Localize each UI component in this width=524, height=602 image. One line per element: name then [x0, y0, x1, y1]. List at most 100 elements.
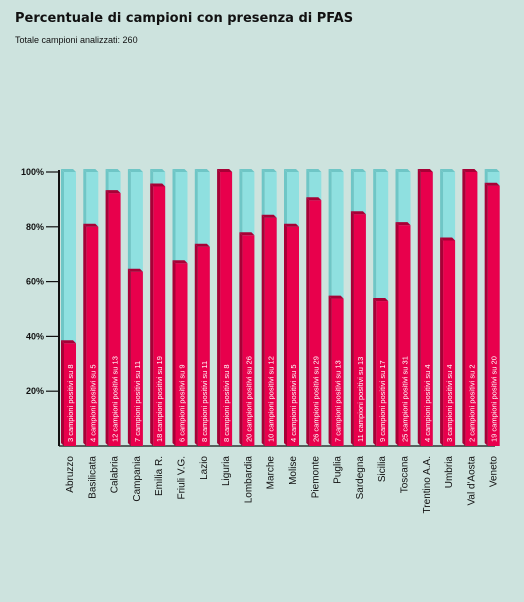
- bar-positive-side: [373, 298, 377, 446]
- bar-positive: [130, 271, 143, 446]
- bar-positive-top: [150, 183, 166, 187]
- category-label: Trentino A.A.: [422, 456, 433, 513]
- bar-data-label: 2 campioni positivi su 2: [467, 364, 476, 442]
- bar-positive: [353, 214, 366, 446]
- bar-positive: [197, 246, 210, 446]
- category-label: Abruzzo: [65, 456, 76, 493]
- bar-group: 4 campioni positivi su 5 Basilicata: [83, 169, 99, 499]
- bar-positive-side: [328, 295, 332, 446]
- bar-group: 3 campioni positivi su 4 Umbria: [440, 169, 456, 489]
- bar-positive-side: [261, 214, 265, 446]
- bar-remainder-top: [261, 169, 277, 172]
- bar-positive-top: [83, 223, 99, 227]
- bar-data-label: 18 campioni positivi su 19: [155, 356, 164, 442]
- bar-group: 7 campioni positivi su 11 Campania: [127, 169, 143, 502]
- bar-positive-top: [105, 190, 121, 194]
- bar-remainder-top: [373, 169, 389, 172]
- category-label: Emilia R.: [154, 456, 165, 496]
- y-tick-label: 40%: [26, 331, 44, 341]
- bar-remainder-top: [61, 169, 76, 172]
- category-label: Umbria: [444, 456, 455, 489]
- bar-positive-side: [306, 197, 310, 446]
- bar-group: 7 campioni positivi su 13 Puglia: [328, 169, 344, 484]
- bar-group: 3 campioni positivi su 8 Abruzzo: [61, 169, 76, 493]
- bar-positive-top: [417, 169, 433, 172]
- bar-positive: [175, 263, 188, 446]
- bar-positive-side: [194, 243, 198, 446]
- bar-positive-side: [105, 190, 109, 446]
- bar-group: 6 campioni positivi su 9 Friuli V.G.: [172, 169, 188, 500]
- bar-positive-side: [172, 260, 176, 446]
- bar-group: 20 campioni positivi su 26 Lombardia: [239, 169, 255, 504]
- y-tick-label: 100%: [21, 167, 44, 177]
- bar-positive-side: [417, 169, 421, 446]
- bar-positive-side: [284, 223, 287, 446]
- bar-remainder-top: [306, 169, 322, 172]
- bar-positive: [86, 226, 99, 446]
- bar-data-label: 9 campioni positivi su 17: [378, 360, 387, 442]
- category-label: Sardegna: [355, 456, 366, 500]
- bar-remainder-top: [350, 169, 366, 172]
- bar-data-label: 10 campioni positivi su 12: [267, 356, 276, 442]
- category-label: Marche: [266, 456, 277, 490]
- bar-group: 12 campioni positivi su 13 Calabria: [105, 169, 121, 493]
- bar-remainder-top: [484, 169, 500, 172]
- bar-data-label: 19 campioni positivi su 20: [490, 356, 499, 442]
- bar-data-label: 6 campioni positivi su 9: [178, 364, 187, 442]
- category-label: Piemonte: [310, 456, 321, 499]
- bar-group: 26 campioni positivi su 29 Piemonte: [306, 169, 322, 499]
- chart-subtitle: Totale campioni analizzati: 260: [15, 35, 138, 45]
- bar-remainder-top: [239, 169, 255, 172]
- bar-remainder-top: [150, 169, 166, 172]
- bar-positive-side: [395, 222, 399, 446]
- bar-positive-top: [239, 232, 255, 236]
- bar-positive-top: [395, 222, 411, 226]
- bar-positive-side: [239, 232, 243, 446]
- bar-group: 4 campioni positivi su 4 Trentino A.A.: [417, 169, 433, 513]
- category-label: Toscana: [400, 456, 411, 494]
- bar-positive-side: [350, 211, 354, 446]
- bar-data-label: 3 campioni positivi su 8: [66, 364, 75, 442]
- bar-remainder-top: [105, 169, 121, 172]
- bar-positive: [153, 186, 166, 446]
- bar-data-label: 20 campioni positivi su 26: [244, 356, 253, 442]
- bar-positive-side: [150, 183, 154, 446]
- bar-data-label: 4 campioni positivi su 5: [289, 364, 298, 442]
- bar-remainder-top: [127, 169, 143, 172]
- bar-remainder-top: [172, 169, 188, 172]
- bar-group: 18 campioni positivi su 19 Emilia R.: [150, 169, 166, 496]
- bar-positive: [220, 172, 233, 446]
- bar-data-label: 7 campioni positivi su 13: [334, 360, 343, 442]
- bar-data-label: 4 campioni positivi su 5: [88, 364, 97, 442]
- bar-positive-side: [127, 268, 131, 446]
- bar-data-label: 26 campioni positivi su 29: [311, 356, 320, 442]
- bar-positive-top: [284, 223, 299, 227]
- bar-positive-side: [83, 223, 87, 446]
- bar-positive-side: [484, 182, 488, 446]
- bar-positive-top: [373, 298, 389, 302]
- category-label: Lombardia: [243, 456, 254, 504]
- bar-data-label: 8 campioni positivi su 11: [200, 361, 209, 442]
- bar-positive: [287, 226, 299, 446]
- bar-remainder-top: [440, 169, 456, 172]
- bar-group: 2 campioni positivi su 2 Val d'Aosta: [462, 169, 478, 506]
- bar-remainder-top: [83, 169, 99, 172]
- bar-group: 8 campioni positivi su 8 Liguria: [217, 169, 233, 486]
- bar-positive: [331, 298, 344, 446]
- bar-positive: [465, 172, 478, 446]
- bar-positive-top: [350, 211, 366, 215]
- bar-remainder-top: [395, 169, 411, 172]
- chart-title: Percentuale di campioni con presenza di …: [15, 11, 354, 26]
- bar-group: 10 campioni positivi su 12 Marche: [261, 169, 277, 490]
- bar-positive-side: [61, 340, 64, 446]
- bar-remainder-top: [194, 169, 210, 172]
- bar-positive-top: [172, 260, 188, 264]
- bar-group: 4 campioni positivi su 5 Molise: [284, 169, 299, 485]
- bar-data-label: 12 campioni positivi su 13: [111, 356, 120, 442]
- bar-positive: [309, 200, 322, 446]
- bar-positive: [443, 240, 456, 446]
- bar-positive: [64, 343, 76, 446]
- category-label: Veneto: [489, 456, 500, 488]
- bar-positive-top: [127, 268, 143, 272]
- bar-group: 9 campioni positivi su 17 Sicilia: [373, 169, 389, 482]
